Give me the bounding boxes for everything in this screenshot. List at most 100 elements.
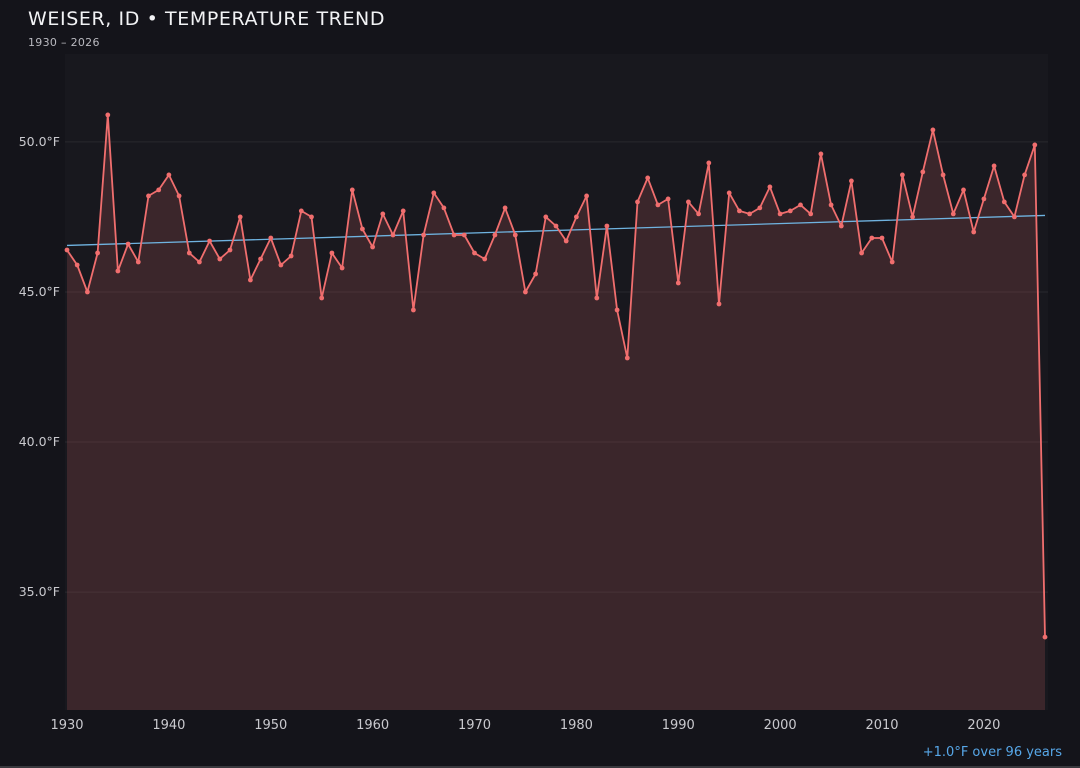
data-point bbox=[747, 211, 752, 217]
data-point bbox=[757, 205, 763, 211]
data-point bbox=[85, 289, 90, 295]
data-point bbox=[339, 265, 345, 271]
data-point bbox=[197, 259, 202, 265]
data-point bbox=[828, 202, 834, 208]
y-axis-tick-label: 35.0°F bbox=[19, 584, 60, 599]
trend-summary-note: +1.0°F over 96 years bbox=[922, 745, 1062, 760]
data-point bbox=[146, 193, 151, 199]
data-point bbox=[472, 250, 477, 256]
data-point bbox=[441, 205, 447, 211]
trend-line bbox=[66, 214, 1046, 247]
x-axis-tick-label: 1930 bbox=[50, 718, 83, 733]
data-point bbox=[716, 301, 722, 307]
data-point bbox=[523, 289, 528, 295]
data-point bbox=[940, 172, 946, 178]
data-point bbox=[502, 205, 508, 211]
data-point bbox=[737, 208, 742, 214]
data-point bbox=[512, 232, 518, 238]
y-axis-tick-label: 45.0°F bbox=[19, 284, 60, 299]
data-point bbox=[624, 355, 630, 361]
data-point bbox=[74, 262, 80, 268]
data-point bbox=[95, 250, 100, 256]
data-point bbox=[227, 247, 233, 253]
data-point bbox=[635, 199, 640, 205]
data-point bbox=[594, 295, 600, 301]
data-point bbox=[1022, 172, 1027, 178]
data-point bbox=[726, 190, 732, 196]
data-point bbox=[645, 175, 651, 181]
data-point bbox=[1042, 634, 1048, 640]
data-point bbox=[553, 223, 559, 229]
data-point bbox=[248, 277, 253, 283]
data-point bbox=[421, 232, 426, 238]
data-point bbox=[838, 223, 844, 229]
data-point bbox=[370, 244, 375, 250]
x-axis-tick-label: 1980 bbox=[560, 718, 593, 733]
data-point bbox=[533, 271, 538, 277]
y-axis-tick-label: 40.0°F bbox=[19, 434, 60, 449]
data-point bbox=[298, 208, 304, 214]
data-point bbox=[563, 238, 569, 244]
data-point bbox=[991, 163, 997, 169]
data-point bbox=[961, 187, 966, 193]
x-axis-tick-label: 2000 bbox=[764, 718, 797, 733]
x-axis-tick-label: 1970 bbox=[458, 718, 491, 733]
data-point bbox=[787, 208, 793, 214]
data-point bbox=[920, 169, 926, 175]
data-point bbox=[176, 193, 182, 199]
data-point bbox=[900, 172, 905, 178]
x-axis-tick-label: 2020 bbox=[967, 718, 1000, 733]
data-point bbox=[482, 256, 488, 262]
data-point bbox=[706, 160, 712, 166]
chart-title: WEISER, ID • TEMPERATURE TREND bbox=[28, 8, 386, 30]
window-bottom-edge bbox=[0, 766, 1080, 768]
data-point bbox=[217, 256, 223, 262]
data-point bbox=[1001, 199, 1007, 205]
data-point bbox=[258, 256, 263, 262]
data-point bbox=[675, 280, 681, 286]
data-point bbox=[859, 250, 864, 256]
data-point bbox=[818, 151, 824, 157]
data-point bbox=[156, 187, 162, 193]
data-point bbox=[278, 262, 284, 268]
data-point bbox=[543, 214, 549, 220]
data-point bbox=[268, 235, 274, 241]
data-point bbox=[349, 187, 355, 193]
data-point bbox=[981, 196, 987, 202]
data-point bbox=[879, 235, 885, 241]
data-point bbox=[105, 112, 111, 118]
data-point bbox=[288, 253, 294, 259]
data-point bbox=[411, 307, 416, 313]
data-point bbox=[574, 214, 579, 220]
data-point bbox=[135, 259, 141, 265]
data-point bbox=[380, 211, 386, 217]
data-point bbox=[614, 307, 620, 313]
data-point bbox=[869, 235, 875, 241]
x-axis-tick-label: 1940 bbox=[152, 718, 185, 733]
data-point bbox=[400, 208, 406, 214]
data-point bbox=[125, 241, 131, 247]
data-point bbox=[207, 238, 213, 244]
data-point bbox=[849, 178, 854, 184]
x-axis-tick-label: 1990 bbox=[662, 718, 695, 733]
data-point bbox=[329, 250, 335, 256]
data-point bbox=[390, 232, 396, 238]
data-point bbox=[950, 211, 956, 217]
data-point bbox=[808, 211, 814, 217]
area-fill bbox=[67, 114, 1045, 710]
data-point bbox=[665, 196, 671, 202]
data-point bbox=[777, 211, 783, 217]
data-point bbox=[767, 184, 773, 190]
data-point bbox=[686, 199, 691, 205]
data-point bbox=[492, 232, 498, 238]
data-point bbox=[431, 190, 437, 196]
data-point bbox=[889, 259, 895, 265]
x-axis-tick-label: 1960 bbox=[356, 718, 389, 733]
data-point bbox=[451, 232, 457, 238]
chart-subtitle: 1930 – 2026 bbox=[28, 36, 100, 49]
data-point bbox=[319, 295, 325, 301]
data-point bbox=[584, 193, 589, 199]
data-point bbox=[1032, 142, 1038, 148]
